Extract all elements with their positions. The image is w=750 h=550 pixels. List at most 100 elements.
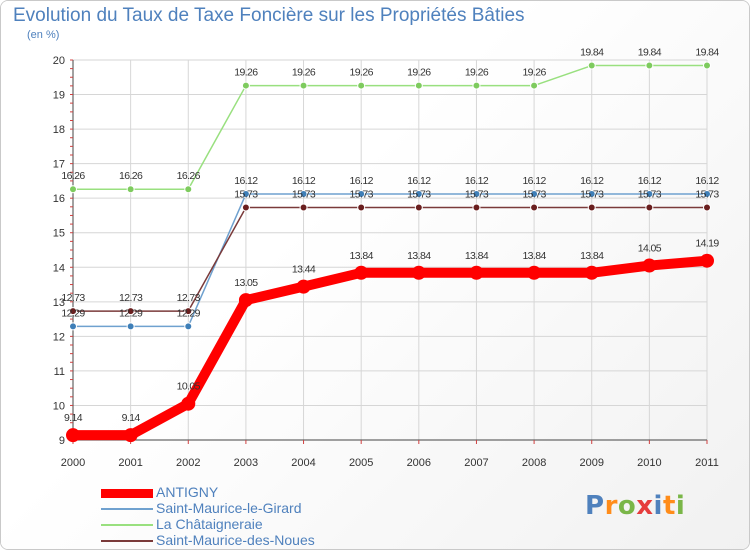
data-label: 16.26 bbox=[177, 170, 201, 182]
data-label: 16.12 bbox=[292, 175, 316, 187]
x-tick-label: 2002 bbox=[176, 457, 200, 469]
logo-letter: r bbox=[604, 491, 618, 521]
data-point bbox=[642, 258, 657, 273]
data-label: 15.73 bbox=[638, 189, 662, 201]
legend-label: La Châtaigneraie bbox=[156, 516, 263, 532]
data-point bbox=[241, 81, 250, 90]
y-tick-label: 15 bbox=[53, 228, 65, 240]
data-point bbox=[69, 185, 77, 194]
logo-letter: t bbox=[662, 491, 676, 521]
legend-swatch bbox=[101, 508, 153, 510]
x-tick-label: 2005 bbox=[349, 457, 373, 469]
data-point bbox=[357, 190, 366, 199]
chart-title: Evolution du Taux de Taxe Foncière sur l… bbox=[13, 5, 525, 26]
legend-label: ANTIGNY bbox=[156, 484, 219, 500]
data-label: 19.84 bbox=[580, 47, 604, 59]
data-label: 15.73 bbox=[350, 189, 374, 201]
data-point bbox=[181, 396, 196, 411]
data-point bbox=[69, 307, 77, 316]
data-label: 9.14 bbox=[122, 412, 141, 424]
y-tick-label: 10 bbox=[53, 400, 65, 412]
data-point bbox=[472, 203, 481, 212]
y-tick-label: 9 bbox=[59, 435, 65, 447]
data-label: 10.05 bbox=[177, 381, 201, 393]
data-point bbox=[69, 322, 77, 331]
data-point bbox=[645, 190, 654, 199]
data-point bbox=[241, 203, 250, 212]
x-tick-label: 2001 bbox=[118, 457, 142, 469]
data-label: 14.19 bbox=[695, 238, 719, 250]
data-label: 16.12 bbox=[580, 175, 604, 187]
series-line-1 bbox=[72, 193, 708, 328]
data-label: 14.05 bbox=[638, 243, 662, 255]
data-point bbox=[703, 61, 711, 70]
data-label: 12.29 bbox=[177, 307, 201, 319]
data-point bbox=[411, 265, 426, 280]
data-point bbox=[184, 322, 193, 331]
data-point bbox=[357, 203, 366, 212]
data-label: 15.73 bbox=[465, 189, 489, 201]
data-label: 13.84 bbox=[522, 250, 546, 262]
logo-letter: i bbox=[675, 491, 686, 521]
x-tick-label: 2009 bbox=[579, 457, 603, 469]
data-point bbox=[414, 190, 423, 199]
data-label: 12.73 bbox=[61, 292, 85, 304]
data-label: 19.26 bbox=[234, 67, 258, 79]
data-label: 13.84 bbox=[465, 250, 489, 262]
data-point bbox=[238, 293, 253, 308]
data-point bbox=[700, 253, 714, 268]
data-point bbox=[126, 322, 135, 331]
data-point bbox=[354, 265, 369, 280]
data-label: 19.26 bbox=[522, 67, 546, 79]
data-label: 9.14 bbox=[64, 412, 83, 424]
data-label: 16.12 bbox=[638, 175, 662, 187]
data-label: 15.73 bbox=[292, 189, 316, 201]
data-point bbox=[703, 190, 711, 199]
series-line-0 bbox=[68, 255, 712, 441]
x-tick-label: 2000 bbox=[61, 457, 85, 469]
y-tick-label: 18 bbox=[53, 124, 65, 136]
data-label: 16.12 bbox=[465, 175, 489, 187]
data-point bbox=[126, 307, 135, 316]
data-label: 19.84 bbox=[695, 47, 719, 59]
data-label: 15.73 bbox=[407, 189, 431, 201]
data-label: 19.26 bbox=[407, 67, 431, 79]
proxiti-logo: Proxiti bbox=[585, 491, 685, 521]
x-tick-label: 2011 bbox=[695, 457, 719, 469]
data-point bbox=[414, 203, 423, 212]
data-label: 16.12 bbox=[522, 175, 546, 187]
unit-label: (en %) bbox=[27, 29, 60, 41]
x-tick-label: 2008 bbox=[522, 457, 546, 469]
data-point bbox=[184, 307, 193, 316]
data-label: 13.05 bbox=[234, 277, 258, 289]
data-point bbox=[587, 61, 596, 70]
data-label: 15.73 bbox=[522, 189, 546, 201]
x-tick-label: 2007 bbox=[464, 457, 488, 469]
data-label: 19.84 bbox=[638, 47, 662, 59]
data-point bbox=[530, 190, 539, 199]
logo-letter: x bbox=[636, 491, 654, 521]
data-point bbox=[299, 203, 308, 212]
legend-label: Saint-Maurice-le-Girard bbox=[156, 500, 302, 516]
data-point bbox=[472, 190, 481, 199]
logo-letter: i bbox=[653, 491, 663, 521]
data-label: 19.26 bbox=[350, 67, 374, 79]
data-label: 13.84 bbox=[350, 250, 374, 262]
legend-swatch bbox=[101, 540, 153, 542]
data-point bbox=[527, 265, 542, 280]
y-tick-label: 11 bbox=[54, 366, 65, 378]
x-tick-label: 2003 bbox=[234, 457, 258, 469]
data-point bbox=[469, 265, 484, 280]
legend-label: Saint-Maurice-des-Noues bbox=[156, 532, 315, 548]
data-point bbox=[584, 265, 599, 280]
y-tick-label: 13 bbox=[53, 297, 65, 309]
logo-letter: P bbox=[585, 491, 605, 521]
data-label: 12.73 bbox=[177, 292, 201, 304]
data-label: 16.12 bbox=[234, 175, 258, 187]
data-label: 13.84 bbox=[407, 250, 431, 262]
data-label: 13.44 bbox=[292, 264, 316, 276]
data-point bbox=[530, 203, 539, 212]
data-point bbox=[472, 81, 481, 90]
